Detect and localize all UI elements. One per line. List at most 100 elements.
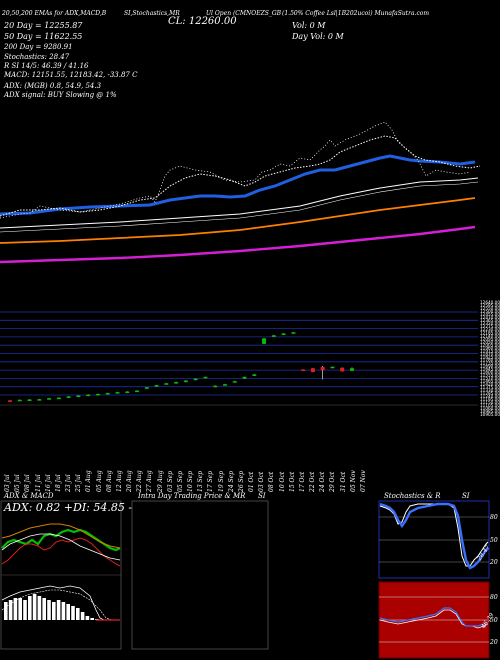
date-label: 05 Aug [95, 470, 103, 492]
price-tick-label: 11060.00 [480, 406, 500, 411]
date-label: 16 Jul [44, 474, 52, 492]
rsi-tick-80: 80 [490, 594, 498, 601]
price-tick-label: 12005.00 [480, 342, 500, 347]
price-tick-label: 11825.00 [480, 354, 500, 359]
macd-bar [52, 602, 56, 620]
stoch-tick-50: 50 [490, 537, 498, 544]
header-stoch-label: SI,Stochastics,MR [124, 10, 180, 17]
header-left-top: 20,50,200 EMAs for ADX,MACD,B [2, 10, 107, 17]
price-tick-label: 12185.00 [480, 330, 500, 335]
date-label: 01 Oct [248, 471, 256, 492]
candle-body [203, 376, 208, 379]
price-tick-label: 11105.00 [480, 403, 500, 408]
price-tick-label: 12275.00 [480, 324, 500, 329]
date-label: 29 Oct [329, 471, 337, 492]
price-tick-label: 11645.00 [480, 367, 500, 372]
candle-body [262, 338, 267, 344]
date-label: 24 Oct [319, 471, 327, 492]
candle-body [135, 390, 140, 393]
price-tick-label: 11195.00 [480, 397, 500, 402]
candle-body [66, 396, 71, 398]
macd-bar [76, 608, 80, 620]
macd-line [1, 585, 120, 621]
date-label: 08 Aug [105, 470, 113, 492]
date-label: 05 Jul [14, 474, 22, 492]
price-tick-label: 12050.00 [480, 339, 500, 344]
price-tick-label: 12230.00 [480, 327, 500, 332]
price-tick-label: 11420.00 [480, 382, 500, 387]
intraday-panel-si: SI [258, 492, 266, 500]
date-label: 19 Sep [217, 470, 225, 492]
date-label: 15 Oct [288, 471, 296, 492]
intraday-panel [131, 500, 269, 650]
date-label: 03 Sep [166, 470, 174, 492]
macd-bar [32, 594, 37, 620]
candle-body [330, 366, 335, 369]
date-label: 22 Aug [136, 470, 144, 492]
price-tick-label: 10985.00 [480, 409, 500, 414]
candle-body [86, 394, 91, 397]
candle-body [193, 378, 198, 381]
ema20-label: 20 Day = 12255.87 [4, 21, 83, 30]
macd-bar [47, 600, 51, 620]
price-tick-label: 12550.00 [480, 306, 500, 311]
ema20-line [0, 135, 481, 217]
stochastics-label: Stochastics: 28.47 [4, 53, 70, 61]
price-tick-label: 11735.00 [480, 361, 500, 366]
date-label: 08 Oct [268, 471, 276, 492]
date-label: 05 Nov [349, 470, 357, 492]
header-change: (1.50% Coffee Lsl|1B202ucoi) MunafaSutra… [282, 10, 430, 17]
stoch-blue-line [379, 502, 489, 570]
macd-bar [13, 598, 18, 620]
date-label: 13 Sep [197, 470, 205, 492]
adx-label: ADX: (MGB) 0.8, 54.9, 54.3 [4, 82, 102, 90]
ema100-line-b [0, 181, 479, 233]
adx-macd-panel [0, 500, 122, 650]
candle-body [76, 395, 81, 398]
macd-bar [80, 612, 85, 620]
date-label: 07 Nov [360, 470, 367, 492]
candle-body [252, 374, 257, 376]
candle-body [8, 400, 12, 402]
rsi-tick-20: 20 [490, 639, 498, 646]
candle-body [105, 393, 110, 395]
macd-histogram [4, 594, 99, 620]
candle-body [310, 368, 315, 372]
date-label: 12 Aug [115, 470, 123, 492]
price-tick-label: 11555.00 [480, 373, 500, 378]
price-tick-label: 12455.00 [480, 312, 500, 317]
price-tick-label: 11960.00 [480, 345, 500, 350]
candle-body [242, 376, 247, 379]
candle-body [174, 382, 179, 384]
macd-bar [4, 602, 8, 620]
price-tick-label: 11330.00 [480, 388, 500, 393]
main-chart: 12640.0012595.0012550.0012500.0012455.00… [0, 121, 500, 417]
price-tick-label: 12410.00 [480, 315, 500, 320]
ema50-line [0, 154, 476, 216]
macd-bar [18, 598, 22, 620]
date-label: 26 Sep [237, 470, 245, 492]
macd-bar [56, 600, 61, 620]
candle-body [95, 393, 100, 396]
date-label: 22 Oct [309, 471, 317, 492]
candle-body [125, 391, 130, 394]
price-tick-label: 11465.00 [480, 379, 500, 384]
rsi-white-line [379, 609, 489, 629]
candle-body [350, 368, 354, 371]
stoch-tick-20: 20 [490, 559, 498, 566]
price-tick-label: 12140.00 [480, 333, 500, 338]
ema200-line [0, 197, 476, 244]
date-label: 10 Sep [187, 470, 195, 492]
adx-red-line [1, 537, 121, 567]
macd-signal-line [1, 589, 120, 621]
stoch-panel-si: SI [462, 492, 470, 500]
candle-body [144, 387, 149, 389]
long-ema-line [0, 225, 476, 264]
macd-bar [85, 616, 90, 620]
price-tick-label: 11285.00 [480, 391, 500, 396]
price-tick-label: 12640.00 [480, 300, 500, 305]
candle-body [281, 333, 286, 335]
ema50-label: 50 Day = 11622.55 [4, 32, 83, 41]
adx-white-line [1, 533, 121, 561]
candle-body [301, 369, 306, 372]
